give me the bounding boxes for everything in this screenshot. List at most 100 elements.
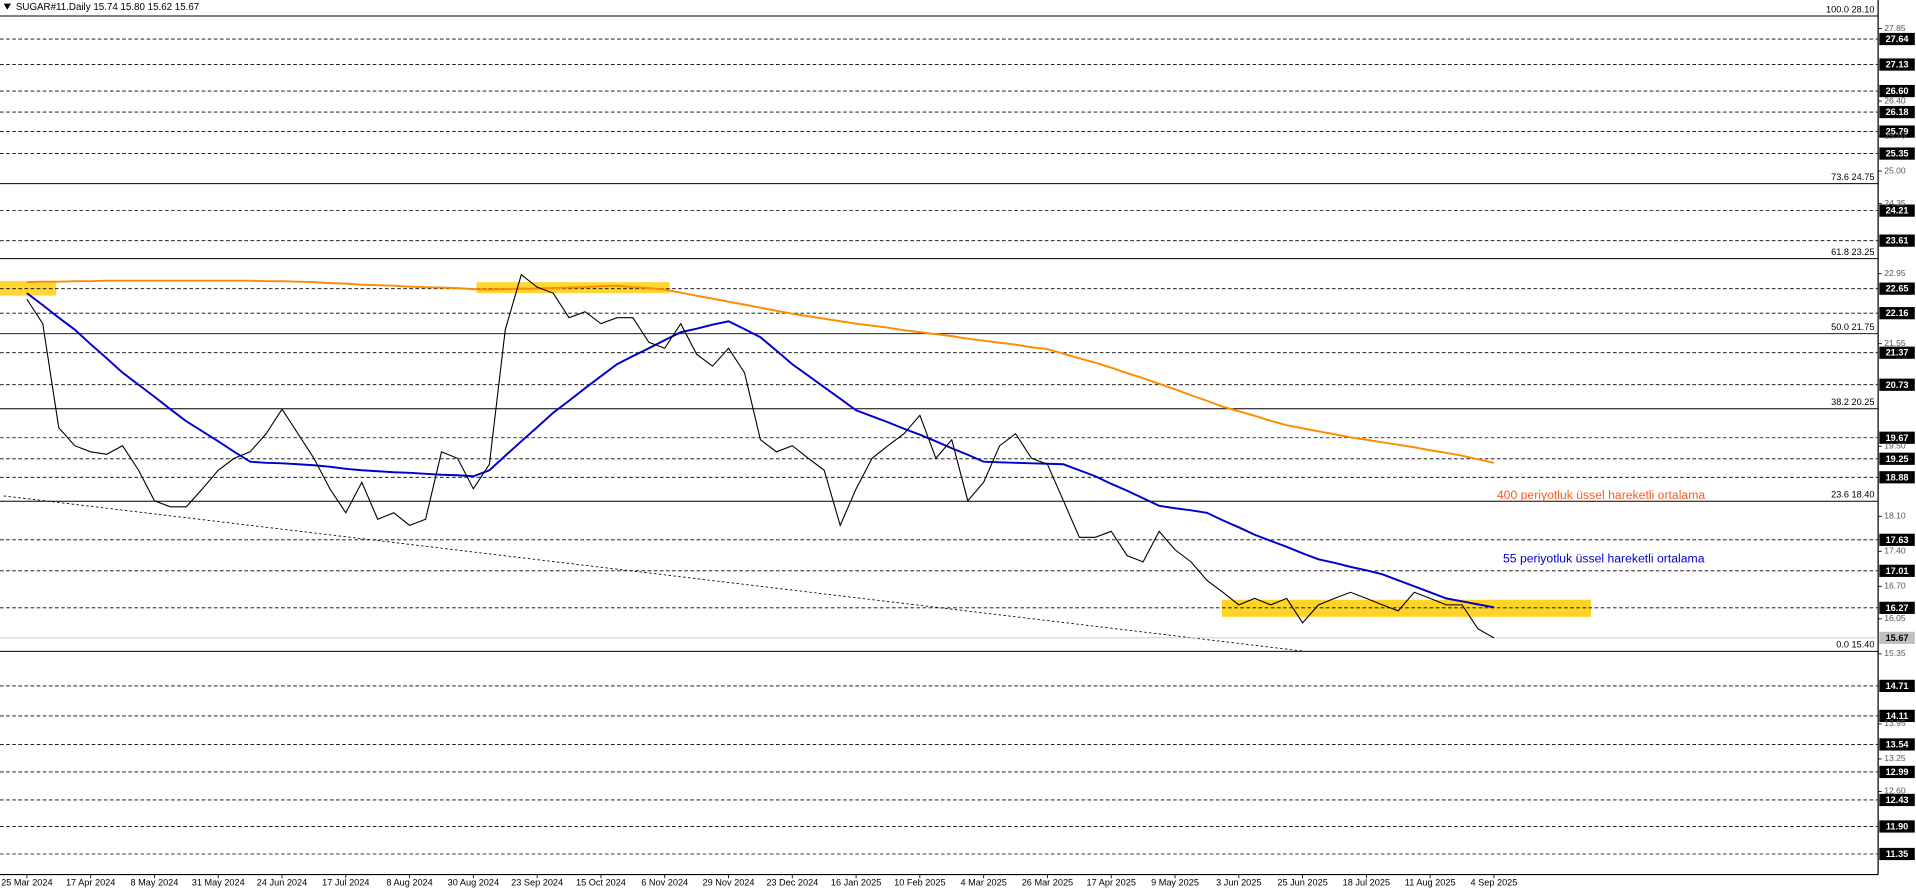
x-tick-label: 16 Jan 2025 xyxy=(831,878,881,888)
chart-title: SUGAR#11.Daily 15.74 15.80 15.62 15.67 xyxy=(16,2,199,13)
fibo-label: 73.6 24.75 xyxy=(1831,172,1874,182)
fibo-label: 50.0 21.75 xyxy=(1831,322,1874,332)
level-box xyxy=(1879,533,1915,546)
level-box xyxy=(1879,679,1915,693)
x-tick-label: 9 May 2025 xyxy=(1151,878,1199,888)
level-box xyxy=(1879,564,1915,577)
menu-icon xyxy=(3,3,11,10)
fibo-label: 23.6 18.40 xyxy=(1831,490,1874,500)
level-label: 27.64 xyxy=(1886,34,1910,44)
x-tick-label: 10 Feb 2025 xyxy=(894,878,945,888)
x-tick-label: 25 Jun 2025 xyxy=(1277,878,1327,888)
level-box xyxy=(1879,471,1915,484)
y-tick-label: 16.05 xyxy=(1884,613,1906,623)
y-tick-label: 24.35 xyxy=(1884,198,1906,208)
level-label: 14.11 xyxy=(1886,711,1908,721)
level-box xyxy=(1879,431,1915,444)
y-tick-label: 13.25 xyxy=(1884,753,1906,763)
trend-line xyxy=(3,495,1303,652)
level-label: 13.54 xyxy=(1886,739,1910,749)
y-tick-label: 16.70 xyxy=(1884,581,1906,591)
level-label: 27.13 xyxy=(1886,60,1909,70)
level-label: 14.71 xyxy=(1886,681,1909,691)
level-label: 11.35 xyxy=(1886,849,1908,859)
x-tick-label: 18 Jul 2025 xyxy=(1343,878,1390,888)
annotation: 400 periyotluk üssel hareketli ortalama xyxy=(1497,488,1705,502)
x-tick-label: 29 Nov 2024 xyxy=(703,878,755,888)
level-box xyxy=(1879,125,1915,138)
level-box xyxy=(1879,847,1915,861)
x-tick-label: 11 Aug 2025 xyxy=(1405,878,1456,888)
level-label: 17.63 xyxy=(1886,535,1909,545)
y-tick-label: 17.40 xyxy=(1884,546,1906,556)
y-tick-label: 18.10 xyxy=(1884,511,1906,521)
x-tick-label: 31 May 2024 xyxy=(192,878,245,888)
fibo-label: 38.2 20.25 xyxy=(1831,397,1874,407)
y-tick-label: 26.40 xyxy=(1884,95,1906,105)
x-tick-label: 17 Apr 2025 xyxy=(1087,878,1136,888)
fibo-label: 61.8 23.25 xyxy=(1831,247,1874,257)
x-tick-label: 25 Mar 2024 xyxy=(1,878,52,888)
level-box xyxy=(1879,307,1915,320)
level-label: 20.73 xyxy=(1886,380,1909,390)
level-label: 22.65 xyxy=(1886,284,1909,294)
level-box xyxy=(1879,58,1915,71)
level-label: 26.60 xyxy=(1886,86,1909,96)
level-label: 17.01 xyxy=(1886,566,1909,576)
level-box xyxy=(1879,204,1915,217)
y-tick-label: 27.85 xyxy=(1884,23,1906,33)
x-tick-label: 26 Mar 2025 xyxy=(1022,878,1073,888)
level-box xyxy=(1879,32,1915,46)
x-tick-label: 23 Dec 2024 xyxy=(766,878,818,888)
y-tick-label: 22.95 xyxy=(1884,268,1906,278)
level-label: 26.18 xyxy=(1886,107,1909,117)
level-box xyxy=(1879,820,1915,833)
level-label: 23.61 xyxy=(1886,236,1909,246)
ema-line xyxy=(26,292,1495,609)
y-tick-label: 21.55 xyxy=(1884,338,1906,348)
level-label: 12.43 xyxy=(1886,795,1909,805)
level-box xyxy=(1879,738,1915,751)
x-tick-label: 4 Sep 2025 xyxy=(1471,878,1518,888)
x-tick-label: 4 Mar 2025 xyxy=(960,878,1006,888)
level-box xyxy=(1879,452,1915,465)
zone xyxy=(1221,599,1591,617)
y-tick-label: 12.60 xyxy=(1884,786,1906,796)
x-tick-label: 3 Jun 2025 xyxy=(1216,878,1261,888)
x-tick-label: 8 Aug 2024 xyxy=(386,878,432,888)
x-tick-label: 6 Nov 2024 xyxy=(641,878,688,888)
x-tick-label: 30 Aug 2024 xyxy=(448,878,499,888)
annotation: 55 periyotluk üssel hareketli ortalama xyxy=(1503,552,1705,566)
level-label: 22.16 xyxy=(1886,308,1909,318)
level-box xyxy=(1879,378,1915,391)
level-box xyxy=(1879,601,1915,614)
level-box xyxy=(1879,282,1915,295)
level-box xyxy=(1879,234,1915,247)
level-box xyxy=(1879,147,1915,160)
fibo-label: 100.0 28.10 xyxy=(1826,4,1874,14)
y-tick-label: 25.00 xyxy=(1884,165,1906,175)
level-box xyxy=(1879,84,1915,98)
level-box xyxy=(1879,105,1915,119)
y-tick-label: 13.95 xyxy=(1884,718,1906,728)
y-tick-label: 15.35 xyxy=(1884,648,1906,658)
x-tick-label: 8 May 2024 xyxy=(131,878,179,888)
level-label: 25.35 xyxy=(1886,149,1909,159)
x-tick-label: 17 Apr 2024 xyxy=(66,878,115,888)
level-label: 18.88 xyxy=(1886,472,1909,482)
ema-line xyxy=(26,279,1495,464)
level-box xyxy=(1879,631,1915,644)
level-label: 16.27 xyxy=(1886,603,1909,613)
x-tick-label: 24 Jun 2024 xyxy=(257,878,307,888)
level-label: 11.90 xyxy=(1886,822,1908,832)
level-label: 19.67 xyxy=(1886,433,1909,443)
y-tick-label: 19.50 xyxy=(1884,441,1906,451)
x-tick-label: 23 Sep 2024 xyxy=(511,878,563,888)
level-label: 19.25 xyxy=(1886,454,1909,464)
level-label: 15.67 xyxy=(1886,633,1909,643)
price-line xyxy=(26,273,1495,639)
level-label: 21.37 xyxy=(1886,348,1909,358)
fibo-label: 0.0 15.40 xyxy=(1836,640,1874,650)
